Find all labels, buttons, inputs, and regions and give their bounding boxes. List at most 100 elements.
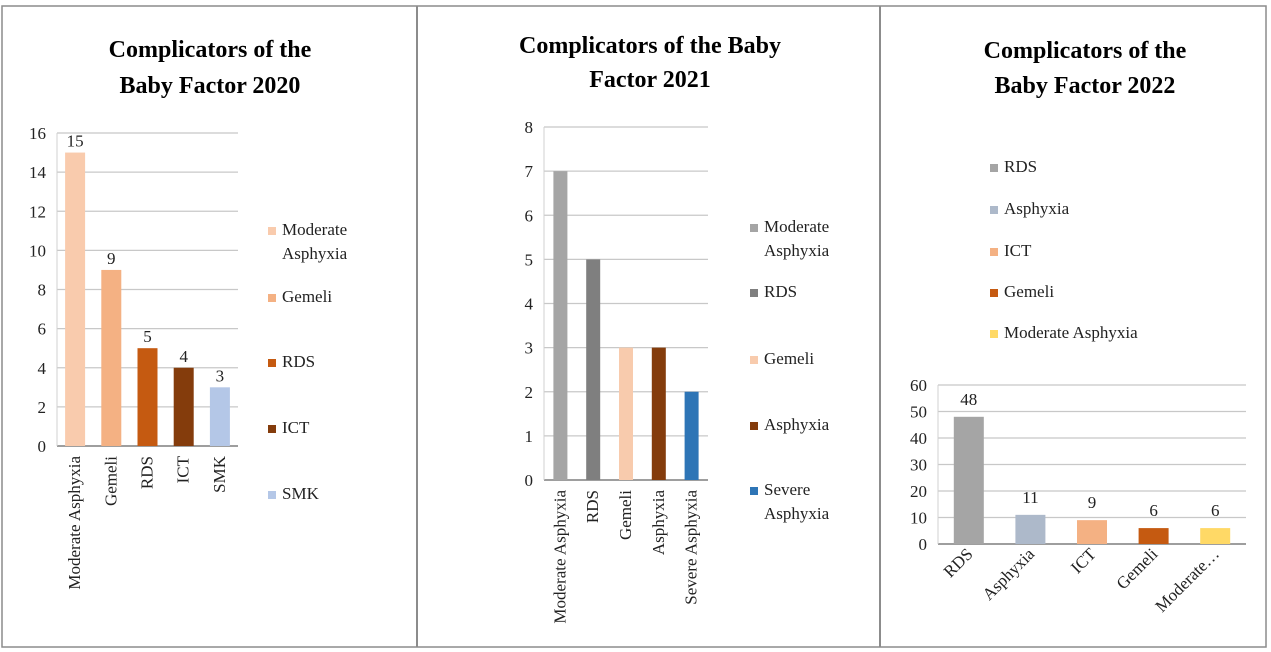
y-tick-label: 8 (38, 281, 47, 300)
legend-label: Asphyxia (1004, 199, 1070, 218)
legend-swatch (990, 206, 998, 214)
x-tick-label: SMK (210, 455, 229, 493)
legend-label: RDS (282, 352, 315, 371)
legend-swatch (268, 294, 276, 302)
legend-swatch (990, 289, 998, 297)
y-tick-label: 40 (910, 429, 927, 448)
y-tick-label: 6 (38, 320, 47, 339)
legend-label: Severe Asphyxia (764, 480, 830, 523)
legend-label: Gemeli (282, 287, 332, 306)
y-tick-label: 2 (38, 398, 47, 417)
bar (101, 269, 122, 446)
legend-swatch (268, 491, 276, 499)
legend-swatch (990, 164, 998, 172)
legend-label: SMK (282, 484, 320, 503)
bar (586, 259, 601, 480)
x-tick-label: Gemeli (101, 456, 120, 506)
legend-label: Moderate Asphyxia (764, 217, 830, 260)
chart-title-line: Baby Factor 2020 (120, 73, 301, 99)
y-tick-label: 4 (38, 359, 47, 378)
y-tick-label: 1 (525, 427, 534, 446)
x-tick-label: Severe Asphyxia (682, 490, 701, 605)
legend-swatch (750, 289, 758, 297)
data-label: 6 (1149, 501, 1158, 520)
x-tick-label: RDS (138, 456, 157, 489)
legend-label-line: Moderate (764, 217, 829, 236)
x-tick-label: RDS (583, 490, 602, 523)
chart-title-line: Complicators of the (109, 37, 312, 63)
y-tick-label: 16 (29, 124, 46, 143)
y-tick-label: 14 (29, 163, 47, 182)
legend-label: Asphyxia (764, 415, 830, 434)
y-tick-label: 3 (525, 339, 534, 358)
bar (1138, 528, 1169, 544)
legend-label-line: Asphyxia (1004, 199, 1070, 218)
bar (209, 387, 230, 446)
bar (65, 152, 86, 446)
legend-label-line: SMK (282, 484, 320, 503)
bar (1015, 514, 1046, 544)
chart-title: Complicators of the Baby Factor 2021 (519, 33, 781, 93)
legend-label-line: Asphyxia (282, 244, 348, 263)
legend-swatch (750, 356, 758, 364)
chart-panel-2021: Complicators of the Baby Factor 2021 0 1 2 3 4… (519, 33, 830, 624)
data-label: 6 (1211, 501, 1220, 520)
x-tick-label: Asphyxia (649, 490, 668, 556)
y-tick-label: 12 (29, 202, 46, 221)
legend-label-line: Asphyxia (764, 415, 830, 434)
bar (1200, 528, 1231, 544)
y-tick-label: 0 (525, 471, 534, 490)
data-label: 11 (1022, 488, 1038, 507)
legend-label: Gemeli (1004, 282, 1054, 301)
x-tick-label: Gemeli (616, 490, 635, 540)
chart-title-line: Factor 2021 (589, 67, 711, 93)
legend-swatch (990, 330, 998, 338)
legend-label-line: ICT (282, 418, 310, 437)
y-tick-label: 20 (910, 482, 927, 501)
data-label: 15 (67, 132, 84, 151)
bar (173, 367, 194, 446)
legend-label: ICT (282, 418, 310, 437)
legend-label-line: Moderate Asphyxia (1004, 323, 1138, 342)
legend-label: RDS (1004, 157, 1037, 176)
y-tick-label: 5 (525, 250, 534, 269)
legend-swatch (268, 425, 276, 433)
legend-swatch (750, 224, 758, 232)
chart-title-line: Complicators of the Baby (519, 33, 781, 59)
y-tick-label: 10 (29, 241, 46, 260)
legend-label-line: Moderate (282, 220, 347, 239)
legend-swatch (990, 248, 998, 256)
data-label: 9 (1088, 493, 1097, 512)
bar (137, 348, 158, 446)
bar (684, 391, 699, 480)
legend-label-line: Gemeli (764, 349, 814, 368)
chart-title: Complicators of the Baby Factor 2022 (984, 38, 1187, 99)
legend-label-line: Asphyxia (764, 241, 830, 260)
legend-label-line: Gemeli (282, 287, 332, 306)
y-tick-label: 10 (910, 509, 927, 528)
legend-label-line: RDS (764, 282, 797, 301)
chart-title-line: Complicators of the (984, 38, 1187, 64)
data-label: 9 (107, 249, 116, 268)
legend-label-line: Severe (764, 480, 810, 499)
legend-swatch (268, 227, 276, 235)
data-label: 48 (960, 390, 977, 409)
y-tick-label: 6 (525, 206, 534, 225)
y-tick-label: 2 (525, 383, 534, 402)
y-tick-label: 4 (525, 295, 534, 314)
bar (553, 171, 568, 480)
legend-label: Gemeli (764, 349, 814, 368)
figure-border (1, 5, 1267, 648)
y-tick-label: 7 (525, 162, 534, 181)
x-tick-label: Moderate Asphyxia (550, 490, 569, 624)
bar (953, 416, 984, 544)
y-tick-label: 0 (919, 535, 928, 554)
bar (619, 347, 633, 480)
y-tick-label: 30 (910, 456, 927, 475)
bar (1077, 520, 1107, 544)
legend-label: Moderate Asphyxia (1004, 323, 1138, 342)
data-label: 3 (216, 366, 225, 385)
legend-label: ICT (1004, 241, 1032, 260)
legend-swatch (750, 422, 758, 430)
